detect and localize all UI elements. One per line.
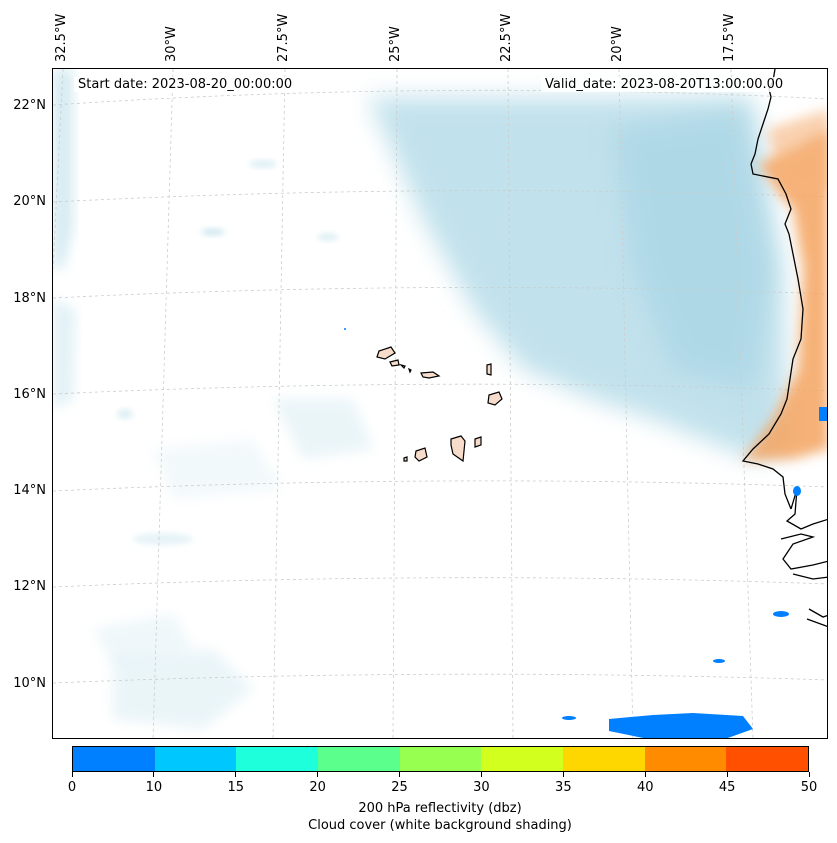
colorbar-tickmark <box>808 772 810 777</box>
colorbar-tickmark <box>153 772 155 777</box>
lon-label-30w: 30°W <box>164 26 179 62</box>
map-panel <box>52 68 828 739</box>
colorbar-tick-label: 45 <box>718 780 736 795</box>
colorbar-tick-label: 15 <box>227 780 245 795</box>
graticule <box>53 69 827 738</box>
colorbar-tickmark <box>726 772 728 777</box>
colorbar-tick-label: 10 <box>145 780 163 795</box>
lon-label-27-5w: 27.5°W <box>276 13 291 62</box>
colorbar-tick-label: 25 <box>391 780 408 795</box>
colorbar-tick-label: 50 <box>800 780 818 795</box>
lon-label-17-5w: 17.5°W <box>722 13 737 62</box>
colorbar-tick-label: 30 <box>473 780 490 795</box>
cape-verde-islands <box>376 346 503 463</box>
cloud-cover-shading <box>53 69 788 729</box>
colorbar-label-cloud: Cloud cover (white background shading) <box>308 818 572 833</box>
colorbar-segment <box>318 747 400 771</box>
colorbar-segment <box>73 747 155 771</box>
map-canvas <box>53 69 827 738</box>
lon-label-32-5w: 32.5°W <box>54 13 69 62</box>
colorbar-segment <box>399 747 482 771</box>
lon-label-25w: 25°W <box>388 26 403 62</box>
colorbar-tickmark <box>235 772 237 777</box>
colorbar-tickmark <box>317 772 319 777</box>
valid-date-label: Valid_date: 2023-08-20T13:00:00.00 <box>541 77 788 92</box>
colorbar-tickmark <box>399 772 401 777</box>
colorbar-segment <box>236 747 319 771</box>
colorbar-segment <box>563 747 645 771</box>
colorbar-segment <box>154 747 237 771</box>
reflectivity-cells <box>344 328 827 738</box>
colorbar-segment <box>481 747 564 771</box>
lat-label-18n: 18°N <box>13 291 46 306</box>
colorbar-tickmark <box>562 772 564 777</box>
colorbar-label-reflectivity: 200 hPa reflectivity (dbz) <box>358 801 522 816</box>
lat-label-10n: 10°N <box>13 676 46 691</box>
lat-label-20n: 20°N <box>13 194 46 209</box>
reflectivity-colorbar <box>72 746 809 772</box>
land-heat-shading <box>743 109 827 461</box>
lat-label-14n: 14°N <box>13 483 46 498</box>
lon-label-22-5w: 22.5°W <box>499 13 514 62</box>
colorbar-tickmark <box>71 772 73 777</box>
colorbar-tick-label: 20 <box>309 780 326 795</box>
lat-label-12n: 12°N <box>13 579 46 594</box>
colorbar-segment <box>726 747 809 771</box>
colorbar-tick-label: 0 <box>67 780 77 795</box>
colorbar-tickmark <box>644 772 646 777</box>
lon-label-20w: 20°W <box>610 26 625 62</box>
colorbar-tick-label: 35 <box>555 780 572 795</box>
start-date-label: Start date: 2023-08-20_00:00:00 <box>74 77 297 92</box>
colorbar-tick-label: 40 <box>636 780 654 795</box>
lat-label-16n: 16°N <box>13 387 46 402</box>
colorbar-tickmark <box>480 772 482 777</box>
lat-label-22n: 22°N <box>13 98 46 113</box>
colorbar-segment <box>644 747 727 771</box>
